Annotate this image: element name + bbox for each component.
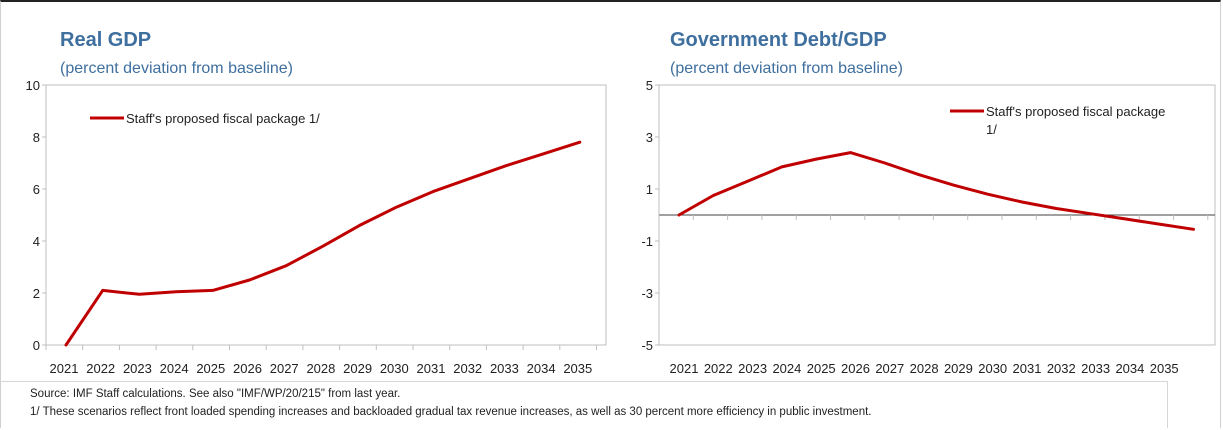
right-x-tick-label: 2031 bbox=[1013, 361, 1042, 376]
right-y-tick-label: -5 bbox=[641, 338, 653, 353]
left-x-tick-label: 2022 bbox=[86, 361, 115, 376]
left-x-tick-label: 2035 bbox=[563, 361, 592, 376]
left-data-point bbox=[578, 141, 581, 144]
right-x-tick-label: 2035 bbox=[1150, 361, 1179, 376]
right-data-point bbox=[1192, 228, 1195, 231]
left-x-tick-label: 2021 bbox=[50, 361, 79, 376]
left-legend-label: Staff's proposed fiscal package 1/ bbox=[126, 111, 320, 126]
right-x-tick-label: 2033 bbox=[1081, 361, 1110, 376]
footnote-line: 1/ These scenarios reflect front loaded … bbox=[30, 406, 872, 418]
right-x-tick-label: 2032 bbox=[1047, 361, 1076, 376]
right-data-point bbox=[883, 161, 886, 165]
left-data-point bbox=[211, 289, 214, 292]
left-series-line bbox=[64, 140, 582, 347]
left-data-point bbox=[358, 224, 361, 227]
left-x-tick-label: 2033 bbox=[490, 361, 519, 376]
left-data-point bbox=[64, 343, 68, 347]
right-data-point bbox=[986, 193, 989, 196]
left-y-tick-label: 10 bbox=[26, 78, 40, 93]
right-data-point bbox=[917, 173, 921, 176]
left-data-point bbox=[248, 278, 251, 282]
left-x-tick-label: 2025 bbox=[196, 361, 225, 376]
right-x-tick-label: 2024 bbox=[772, 361, 801, 376]
right-data-point bbox=[1123, 217, 1127, 221]
left-x-tick-label: 2029 bbox=[343, 361, 372, 376]
right-x-tick-label: 2021 bbox=[670, 361, 699, 376]
right-y-tick-label: 5 bbox=[646, 78, 653, 93]
right-data-point bbox=[746, 180, 749, 183]
left-data-point bbox=[174, 290, 178, 293]
left-y-tick-label: 4 bbox=[33, 234, 40, 249]
left-data-point bbox=[138, 293, 141, 296]
left-x-tick-label: 2024 bbox=[160, 361, 189, 376]
right-data-point bbox=[952, 183, 955, 187]
left-x-tick-label: 2027 bbox=[270, 361, 299, 376]
right-y-tick-label: -1 bbox=[641, 234, 653, 249]
right-x-tick-label: 2026 bbox=[841, 361, 870, 376]
left-x-tick-label: 2030 bbox=[380, 361, 409, 376]
left-chart-subtitle: (percent deviation from baseline) bbox=[60, 60, 293, 77]
right-x-tick-label: 2034 bbox=[1115, 361, 1144, 376]
right-data-point bbox=[677, 213, 681, 217]
left-data-point bbox=[431, 190, 435, 193]
right-data-point bbox=[1158, 222, 1161, 226]
right-y-tick-label: 3 bbox=[646, 130, 653, 145]
left-data-point bbox=[541, 152, 545, 156]
right-x-tick-label: 2025 bbox=[807, 361, 836, 376]
right-chart-subtitle: (percent deviation from baseline) bbox=[670, 60, 903, 77]
right-x-tick-label: 2023 bbox=[738, 361, 767, 376]
right-x-tick-label: 2022 bbox=[704, 361, 733, 376]
left-x-tick-label: 2034 bbox=[527, 361, 556, 376]
right-y-tick-label: -3 bbox=[641, 286, 653, 301]
left-plot-area: 0 2 4 6 8 10 2021 2022 2023 2024 2025 2026 2027 2028 2… bbox=[26, 78, 607, 376]
right-y-tick-label: 1 bbox=[646, 182, 653, 197]
left-data-point bbox=[468, 177, 471, 180]
left-x-tick-label: 2028 bbox=[306, 361, 335, 376]
left-data-point bbox=[505, 164, 508, 167]
right-chart-title: Government Debt/GDP bbox=[670, 29, 887, 51]
left-data-point bbox=[321, 245, 325, 248]
right-series-line bbox=[677, 151, 1195, 231]
left-x-tick-label: 2023 bbox=[123, 361, 152, 376]
left-y-tick-label: 8 bbox=[33, 130, 40, 145]
right-data-point bbox=[1020, 200, 1024, 204]
left-y-tick-label: 6 bbox=[33, 182, 40, 197]
left-chart-title: Real GDP bbox=[60, 29, 151, 51]
left-x-tick-label: 2026 bbox=[233, 361, 262, 376]
right-x-tick-label: 2029 bbox=[944, 361, 973, 376]
left-data-point bbox=[285, 264, 288, 267]
right-x-tick-label: 2027 bbox=[875, 361, 904, 376]
left-data-point bbox=[395, 206, 398, 209]
left-y-tick-label: 2 bbox=[33, 286, 40, 301]
right-data-point bbox=[849, 151, 852, 154]
left-x-tick-label: 2032 bbox=[453, 361, 482, 376]
source-notes: Source: IMF Staff calculations. See also… bbox=[0, 381, 1168, 428]
right-x-tick-label: 2028 bbox=[910, 361, 939, 376]
right-data-point bbox=[1055, 207, 1058, 210]
left-data-point bbox=[101, 289, 104, 292]
right-data-point bbox=[712, 194, 715, 197]
left-x-tick-label: 2031 bbox=[417, 361, 446, 376]
right-x-tick-label: 2030 bbox=[978, 361, 1007, 376]
right-data-point bbox=[1089, 212, 1092, 215]
source-line: Source: IMF Staff calculations. See also… bbox=[30, 388, 401, 400]
right-data-point bbox=[815, 157, 818, 161]
right-data-point bbox=[780, 165, 784, 169]
right-plot-area: 5 3 1 -1 -3 -5 2021 2022 2023 2024 2025 2026 2027 202… bbox=[641, 78, 1216, 376]
right-legend-label-line2: 1/ bbox=[986, 122, 997, 137]
left-y-tick-label: 0 bbox=[33, 338, 40, 353]
right-legend-label: Staff's proposed fiscal package bbox=[986, 104, 1165, 119]
